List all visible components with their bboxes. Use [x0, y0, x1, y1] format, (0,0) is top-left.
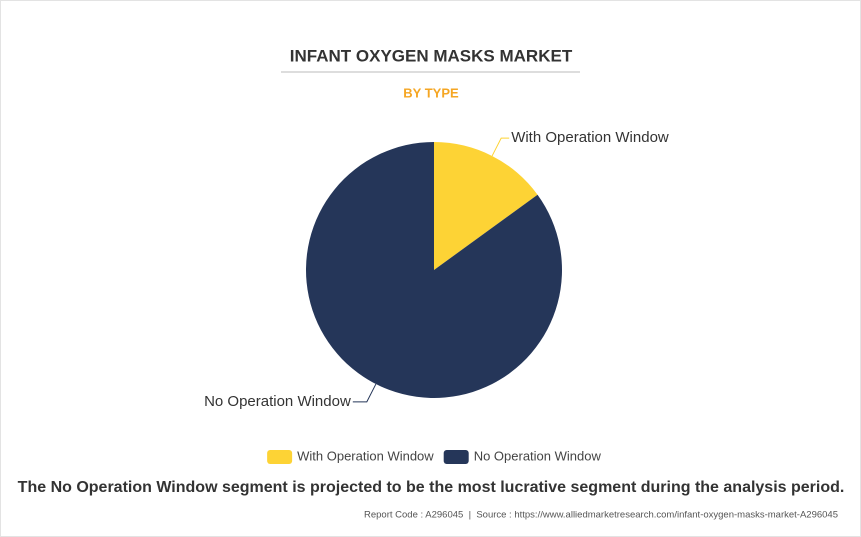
slice-label: No Operation Window	[204, 393, 351, 410]
slice-label: With Operation Window	[511, 129, 669, 146]
pie-slice	[434, 142, 538, 270]
legend-label: With Operation Window	[297, 448, 434, 463]
legend-swatch	[267, 450, 293, 464]
legend: With Operation Window No Operation Window	[267, 448, 601, 464]
pie: With Operation Window No Operation Window	[204, 129, 669, 410]
legend-label: No Operation Window	[474, 448, 602, 463]
pie-slice	[306, 142, 562, 398]
source: Report Code : A296045 | Source : https:/…	[364, 510, 838, 521]
leader-line	[352, 383, 377, 403]
summary: The No Operation Window segment is proje…	[18, 479, 845, 496]
chart-subtitle: BY TYPE	[403, 85, 459, 100]
chart-title: INFANT OXYGEN MASKS MARKET	[290, 46, 573, 65]
legend-swatch	[443, 450, 469, 464]
leader-line	[491, 137, 510, 157]
